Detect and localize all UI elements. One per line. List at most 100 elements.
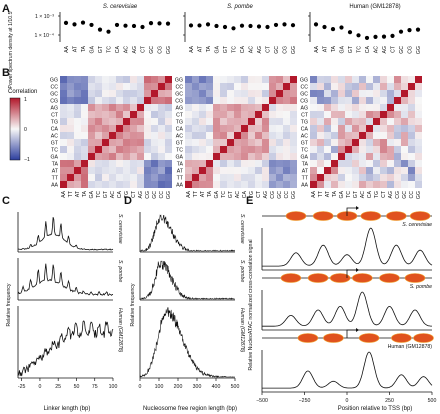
- heatmap-row-label: GG: [300, 78, 308, 84]
- heatmap-cell: [144, 104, 151, 111]
- heatmap-cell: [324, 111, 331, 118]
- heatmap-cell: [241, 160, 248, 167]
- panel-c-xtick-label: 50: [74, 384, 80, 390]
- heatmap-cell: [415, 83, 422, 90]
- heatmap-cell: [359, 167, 366, 174]
- heatmap-cell: [116, 167, 123, 174]
- heatmap-cell: [158, 146, 165, 153]
- heatmap-cell: [199, 139, 206, 146]
- heatmap-cell: [206, 139, 213, 146]
- panel-a-dot: [63, 20, 69, 25]
- heatmap-col-label: AT: [75, 190, 81, 197]
- heatmap-cell: [185, 118, 192, 125]
- heatmap-cell: [67, 97, 74, 104]
- heatmap-cell: [199, 146, 206, 153]
- nucleosome-ellipse: [297, 333, 319, 343]
- heatmap-cell: [248, 104, 255, 111]
- panel-a-xtick-label: TC: [357, 46, 363, 53]
- nucleosome-ellipse: [404, 273, 426, 283]
- heatmap-cell: [338, 153, 345, 160]
- heatmap-cell: [123, 174, 130, 181]
- heatmap-cell: [317, 97, 324, 104]
- heatmap-cell: [151, 181, 158, 188]
- heatmap-col-label: CT: [256, 190, 262, 198]
- heatmap-cell: [331, 97, 338, 104]
- heatmap-cell: [213, 125, 220, 132]
- panel-a-dot: [282, 22, 287, 27]
- panel-a-dot: [364, 35, 370, 41]
- heatmap-cell: [192, 167, 199, 174]
- heatmap-cell: [144, 160, 151, 167]
- heatmap-cell: [283, 132, 290, 139]
- heatmap-col-label: TG: [374, 191, 380, 198]
- panel-a-dot: [248, 23, 253, 29]
- heatmap-cell: [338, 139, 345, 146]
- heatmap-row-label: CC: [301, 85, 309, 91]
- heatmap-cell: [158, 132, 165, 139]
- heatmap-cell: [123, 104, 130, 111]
- panel-a-xtick-label: TA: [206, 45, 212, 52]
- heatmap-cell: [88, 125, 95, 132]
- heatmap-cell: [394, 139, 401, 146]
- heatmap-cell: [290, 76, 297, 83]
- heatmap-cell: [401, 167, 408, 174]
- heatmap-cell: [151, 167, 158, 174]
- heatmap-cell: [408, 90, 415, 97]
- heatmap-cell: [192, 181, 199, 188]
- heatmap-cell: [338, 97, 345, 104]
- heatmap-cell: [269, 90, 276, 97]
- heatmap-cell: [255, 111, 262, 118]
- heatmap-cell: [380, 160, 387, 167]
- heatmap-cell: [352, 97, 359, 104]
- heatmap-cell: [387, 90, 394, 97]
- panel-a-xtick-label: GC: [149, 46, 155, 54]
- heatmap-cell: [359, 125, 366, 132]
- panel-e-ylabel: Relative NucleoATAC normalized cross-cor…: [248, 240, 254, 371]
- panel-d-xtick-label: 500: [231, 384, 240, 390]
- heatmap-row-label: TG: [51, 120, 58, 126]
- heatmap-cell: [116, 104, 123, 111]
- heatmap-cell: [345, 97, 352, 104]
- heatmap-cell: [95, 118, 102, 125]
- heatmap-cell: [373, 76, 380, 83]
- heatmap-cell: [74, 181, 81, 188]
- heatmap-cell: [185, 174, 192, 181]
- heatmap-cell: [81, 76, 88, 83]
- heatmap-cell: [373, 97, 380, 104]
- heatmap-cell: [366, 153, 373, 160]
- heatmap-cell: [185, 125, 192, 132]
- heatmap-cell: [331, 83, 338, 90]
- heatmap-cell: [262, 90, 269, 97]
- heatmap-row-label: CT: [301, 113, 309, 119]
- heatmap-row-label: CT: [51, 113, 59, 119]
- nucleosome-ellipse: [413, 333, 434, 343]
- heatmap-cell: [144, 97, 151, 104]
- panel-a-xtick-label: AG: [257, 46, 263, 54]
- heatmap-cell: [74, 153, 81, 160]
- heatmap-cell: [185, 167, 192, 174]
- heatmap-cell: [408, 125, 415, 132]
- panel-label-e: E: [246, 195, 253, 207]
- heatmap-col-label: TA: [207, 190, 213, 197]
- heatmap-cell: [262, 132, 269, 139]
- panel-c-ylabel: Relative frequency: [6, 283, 12, 326]
- heatmap-cell: [227, 139, 234, 146]
- heatmap-cell: [185, 181, 192, 188]
- heatmap-cell: [234, 146, 241, 153]
- heatmap-cell: [192, 125, 199, 132]
- heatmap-cell: [88, 153, 95, 160]
- heatmap-cell: [144, 125, 151, 132]
- heatmap-cell: [373, 139, 380, 146]
- heatmap-cell: [345, 125, 352, 132]
- heatmap-cell: [220, 111, 227, 118]
- heatmap-cell: [151, 153, 158, 160]
- heatmap-cell: [137, 90, 144, 97]
- heatmap-cell: [192, 174, 199, 181]
- heatmap-cell: [95, 90, 102, 97]
- panel-a-xtick-label: AG: [382, 46, 388, 54]
- heatmap-cell: [137, 125, 144, 132]
- heatmap-col-label: AA: [186, 190, 192, 197]
- heatmap-cell: [206, 90, 213, 97]
- heatmap-cell: [317, 146, 324, 153]
- heatmap-cell: [151, 118, 158, 125]
